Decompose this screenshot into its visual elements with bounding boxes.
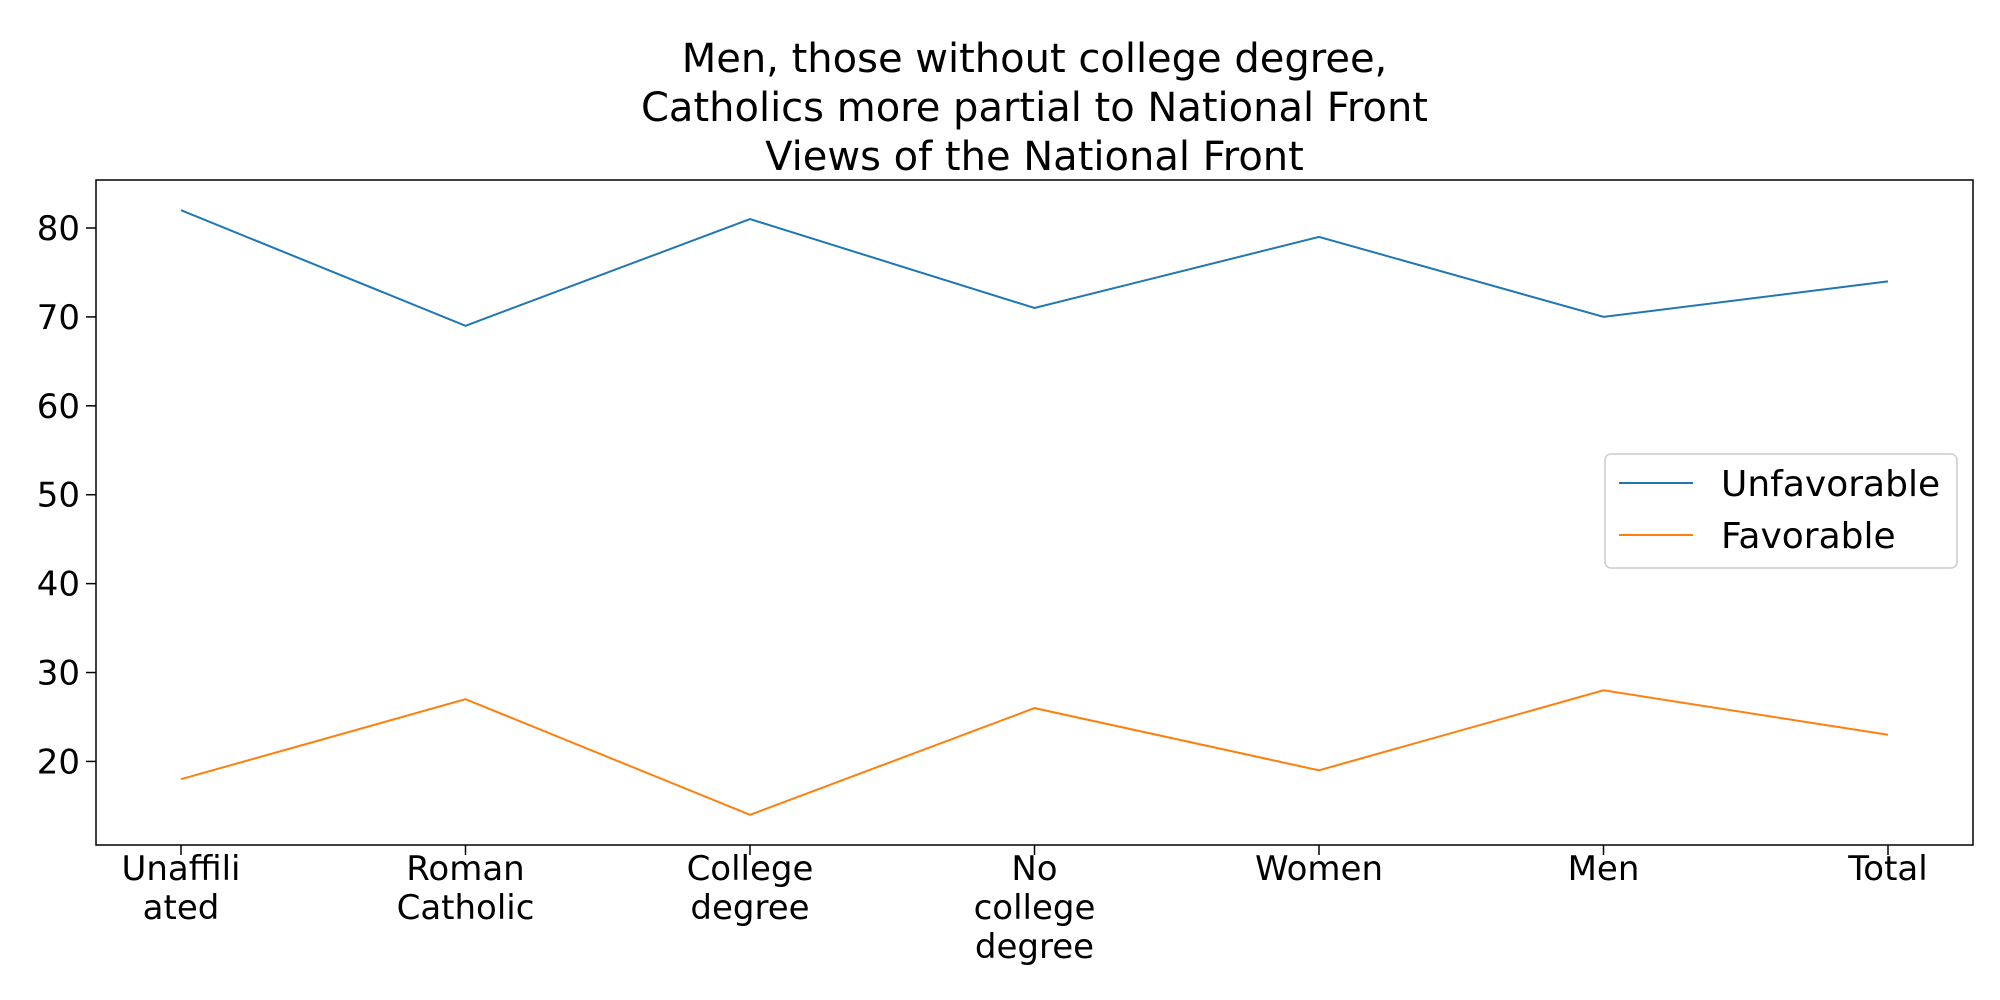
x-tick-label: Total — [1847, 849, 1927, 889]
x-tick-label-line: degree — [690, 888, 809, 928]
x-tick-label: Roman Catholic — [397, 849, 535, 928]
series-line-favorable — [180, 689, 1889, 816]
y-tick-label: 60 — [37, 387, 80, 427]
chart-title-line: Catholics more partial to National Front — [641, 85, 1428, 131]
legend-label-favorable: Favorable — [1721, 516, 1896, 557]
chart-title: Men, those without college degree,Cathol… — [641, 36, 1428, 180]
chart-title-line: Views of the National Front — [765, 134, 1304, 180]
x-tick-label-line: College — [687, 849, 814, 889]
x-tick-label-line: No — [1011, 849, 1057, 889]
x-tick-label: Unaffili ated — [121, 849, 240, 928]
x-tick-label-line: Unaffili — [121, 849, 240, 889]
x-tick-label-line: Total — [1847, 849, 1927, 889]
x-tick-label: Women — [1255, 849, 1383, 889]
x-tick-label: College degree — [687, 849, 814, 928]
x-tick-label-line: college — [974, 888, 1096, 928]
legend: Unfavorable Favorable — [1604, 453, 1958, 569]
x-tick-label-line: Catholic — [397, 888, 535, 928]
x-tick-label-line: ated — [143, 888, 220, 928]
x-tick-label: No college degree — [974, 849, 1096, 967]
y-tick-label: 80 — [37, 209, 80, 249]
legend-label-unfavorable: Unfavorable — [1721, 464, 1940, 505]
y-tick-label: 50 — [37, 476, 80, 516]
series-lines — [180, 209, 1889, 816]
y-tick-label: 30 — [37, 654, 80, 694]
y-tick-label: 40 — [37, 565, 80, 605]
x-tick-label-line: Roman — [406, 849, 524, 889]
y-tick-label: 70 — [37, 298, 80, 338]
y-axis: 20 30 40 50 60 70 80 — [37, 209, 96, 782]
x-tick-label: Men — [1568, 849, 1640, 889]
x-tick-label-line: Women — [1255, 849, 1383, 889]
series-line-unfavorable — [180, 209, 1889, 327]
chart-title-line: Men, those without college degree, — [682, 36, 1388, 82]
x-tick-label-line: Men — [1568, 849, 1640, 889]
x-tick-label-line: degree — [975, 927, 1094, 967]
y-tick-label: 20 — [37, 742, 80, 782]
